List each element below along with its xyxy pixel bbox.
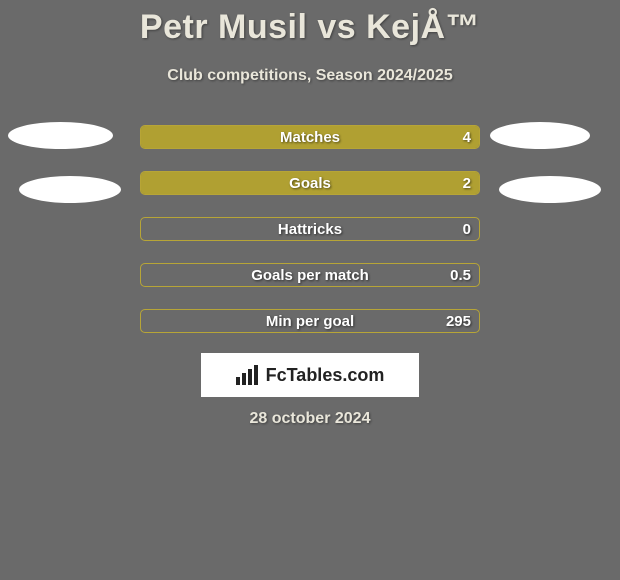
- decor-ellipse: [499, 176, 601, 203]
- stat-value: 0.5: [450, 264, 471, 286]
- stat-row: Min per goal 295: [0, 289, 620, 335]
- stat-pill: Min per goal 295: [140, 309, 480, 333]
- stat-pill: Matches 4: [140, 125, 480, 149]
- stat-value: 4: [463, 126, 471, 148]
- decor-ellipse: [8, 122, 113, 149]
- source-badge: FcTables.com: [201, 353, 419, 397]
- decor-ellipse: [490, 122, 590, 149]
- stat-label: Matches: [141, 126, 479, 148]
- stat-pill: Goals per match 0.5: [140, 263, 480, 287]
- decor-ellipse: [19, 176, 121, 203]
- stat-pill: Goals 2: [140, 171, 480, 195]
- stat-label: Hattricks: [141, 218, 479, 240]
- page-title: Petr Musil vs KejÅ™: [0, 0, 620, 47]
- stat-row: Hattricks 0: [0, 197, 620, 243]
- source-badge-text: FcTables.com: [266, 365, 385, 386]
- stat-label: Goals per match: [141, 264, 479, 286]
- stat-value: 0: [463, 218, 471, 240]
- stat-label: Goals: [141, 172, 479, 194]
- stat-label: Min per goal: [141, 310, 479, 332]
- bar-chart-icon: [236, 365, 260, 385]
- stat-value: 295: [446, 310, 471, 332]
- stat-row: Goals per match 0.5: [0, 243, 620, 289]
- stat-pill: Hattricks 0: [140, 217, 480, 241]
- date-text: 28 october 2024: [0, 410, 620, 428]
- stat-value: 2: [463, 172, 471, 194]
- page-subtitle: Club competitions, Season 2024/2025: [0, 67, 620, 85]
